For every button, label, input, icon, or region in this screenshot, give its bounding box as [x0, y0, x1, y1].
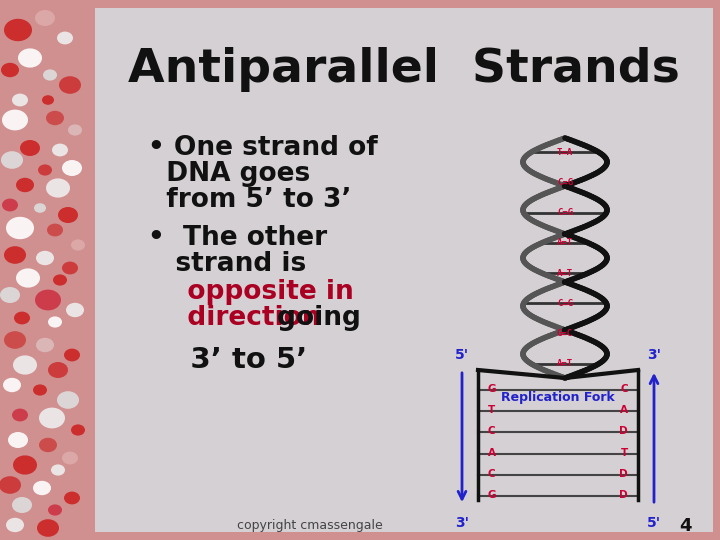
Text: Antiparallel  Strands: Antiparallel Strands — [128, 48, 680, 92]
Text: going: going — [268, 305, 361, 331]
Ellipse shape — [71, 239, 85, 251]
Ellipse shape — [68, 124, 82, 136]
Ellipse shape — [12, 409, 28, 421]
Ellipse shape — [51, 464, 65, 476]
Ellipse shape — [4, 246, 26, 264]
Text: 3': 3' — [647, 348, 661, 362]
Ellipse shape — [3, 378, 21, 392]
Ellipse shape — [48, 362, 68, 378]
Ellipse shape — [12, 93, 28, 106]
Bar — [95, 8, 713, 532]
Text: 5': 5' — [455, 348, 469, 362]
Ellipse shape — [62, 451, 78, 464]
Text: from 5’ to 3’: from 5’ to 3’ — [148, 187, 351, 213]
Ellipse shape — [71, 424, 85, 436]
Text: strand is: strand is — [148, 251, 306, 277]
Text: •  The other: • The other — [148, 225, 327, 251]
Ellipse shape — [13, 455, 37, 475]
Text: C=G: C=G — [557, 208, 573, 217]
Ellipse shape — [57, 32, 73, 44]
Text: C=G: C=G — [557, 178, 573, 187]
Text: copyright cmassengale: copyright cmassengale — [237, 519, 383, 532]
Text: G: G — [488, 490, 497, 500]
Ellipse shape — [43, 70, 57, 80]
Ellipse shape — [18, 49, 42, 68]
Ellipse shape — [4, 331, 26, 349]
Ellipse shape — [1, 151, 23, 169]
Text: C: C — [488, 427, 495, 436]
Ellipse shape — [64, 491, 80, 504]
Ellipse shape — [62, 261, 78, 274]
Ellipse shape — [35, 10, 55, 26]
Ellipse shape — [0, 287, 20, 303]
Ellipse shape — [4, 19, 32, 41]
Text: 3': 3' — [455, 516, 469, 530]
Text: T: T — [621, 448, 628, 457]
Text: Replication Fork: Replication Fork — [501, 392, 615, 404]
Text: 4: 4 — [679, 517, 691, 535]
Ellipse shape — [47, 224, 63, 237]
Ellipse shape — [8, 432, 28, 448]
Ellipse shape — [38, 164, 52, 176]
Ellipse shape — [39, 438, 57, 452]
Ellipse shape — [48, 504, 62, 516]
Text: C: C — [621, 384, 628, 394]
Ellipse shape — [36, 251, 54, 265]
Ellipse shape — [46, 111, 64, 125]
Text: G=C: G=C — [557, 329, 573, 338]
Text: direction: direction — [160, 305, 320, 331]
Text: D: D — [619, 490, 628, 500]
Ellipse shape — [33, 481, 51, 495]
Ellipse shape — [36, 338, 54, 352]
Text: T: T — [488, 405, 495, 415]
Text: opposite in: opposite in — [160, 279, 354, 305]
Ellipse shape — [37, 519, 59, 537]
Ellipse shape — [33, 384, 47, 396]
Text: A=T: A=T — [557, 359, 573, 368]
Ellipse shape — [1, 63, 19, 77]
Ellipse shape — [58, 207, 78, 223]
Text: • One strand of: • One strand of — [148, 135, 378, 161]
Ellipse shape — [52, 144, 68, 157]
Ellipse shape — [16, 178, 34, 192]
Ellipse shape — [48, 316, 62, 328]
Ellipse shape — [59, 76, 81, 94]
Text: A=T: A=T — [557, 239, 573, 247]
Ellipse shape — [42, 95, 54, 105]
Ellipse shape — [14, 312, 30, 325]
Ellipse shape — [6, 518, 24, 532]
Text: D: D — [619, 427, 628, 436]
Ellipse shape — [2, 199, 18, 211]
Text: A: A — [488, 448, 496, 457]
Text: A: A — [620, 405, 628, 415]
Ellipse shape — [35, 289, 61, 310]
Text: C=G: C=G — [557, 299, 573, 308]
Ellipse shape — [2, 110, 28, 130]
Text: DNA goes: DNA goes — [148, 161, 310, 187]
Ellipse shape — [16, 268, 40, 288]
Ellipse shape — [20, 140, 40, 156]
Text: A=T: A=T — [557, 268, 573, 278]
Text: C: C — [488, 469, 495, 479]
Ellipse shape — [6, 217, 34, 239]
Ellipse shape — [39, 408, 65, 428]
Ellipse shape — [57, 391, 79, 409]
Text: 3’ to 5’: 3’ to 5’ — [160, 346, 307, 374]
Text: 5': 5' — [647, 516, 661, 530]
Ellipse shape — [12, 497, 32, 513]
Ellipse shape — [46, 178, 70, 198]
Text: T=A: T=A — [557, 148, 573, 157]
Ellipse shape — [34, 203, 46, 213]
Ellipse shape — [62, 160, 82, 176]
Ellipse shape — [13, 355, 37, 375]
Text: G: G — [488, 384, 497, 394]
Ellipse shape — [53, 274, 67, 286]
Ellipse shape — [66, 303, 84, 317]
Ellipse shape — [64, 349, 80, 361]
Ellipse shape — [0, 476, 21, 494]
Text: D: D — [619, 469, 628, 479]
